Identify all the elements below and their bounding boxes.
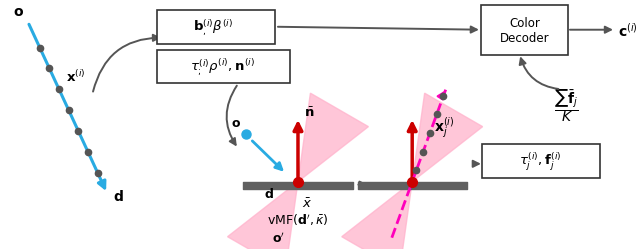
Text: $\tau^{(i)}_j, \mathbf{f}^{(i)}_j$: $\tau^{(i)}_j, \mathbf{f}^{(i)}_j$ bbox=[519, 150, 561, 172]
Text: $\mathbf{o}^{\prime}$: $\mathbf{o}^{\prime}$ bbox=[271, 230, 285, 245]
Text: $\mathbf{x}^{(i)}$: $\mathbf{x}^{(i)}$ bbox=[65, 69, 85, 85]
Text: $\mathbf{o}$: $\mathbf{o}$ bbox=[13, 5, 24, 19]
Text: $\mathrm{vMF}(\mathbf{d}^{\prime},\bar{\kappa})$: $\mathrm{vMF}(\mathbf{d}^{\prime},\bar{\… bbox=[267, 212, 329, 227]
Polygon shape bbox=[228, 182, 298, 250]
Polygon shape bbox=[412, 94, 483, 182]
Text: $\mathbf{d}$: $\mathbf{d}$ bbox=[264, 186, 274, 200]
Text: $\mathbf{o}$: $\mathbf{o}$ bbox=[232, 116, 241, 130]
FancyBboxPatch shape bbox=[481, 6, 568, 55]
Text: $\bar{\mathbf{n}}$: $\bar{\mathbf{n}}$ bbox=[304, 106, 314, 120]
Text: $\bar{x}$: $\bar{x}$ bbox=[302, 197, 312, 210]
Polygon shape bbox=[342, 182, 412, 250]
Text: $\dfrac{\sum \bar{\mathbf{f}}_j}{K}$: $\dfrac{\sum \bar{\mathbf{f}}_j}{K}$ bbox=[554, 86, 579, 123]
Text: $\tau^{(i)}_{;}\rho^{(i)},\mathbf{n}^{(i)}$: $\tau^{(i)}_{;}\rho^{(i)},\mathbf{n}^{(i… bbox=[190, 57, 255, 78]
Text: $\mathbf{b}^{(i)}_{,}\beta^{(i)}$: $\mathbf{b}^{(i)}_{,}\beta^{(i)}$ bbox=[193, 17, 234, 38]
Text: $\mathbf{x}^{(i)}_j$: $\mathbf{x}^{(i)}_j$ bbox=[434, 115, 454, 140]
Polygon shape bbox=[298, 94, 369, 182]
FancyBboxPatch shape bbox=[482, 144, 600, 178]
Text: $\mathbf{d}$: $\mathbf{d}$ bbox=[113, 188, 124, 203]
FancyBboxPatch shape bbox=[157, 11, 275, 44]
Text: $\mathbf{c}^{(i)}$: $\mathbf{c}^{(i)}$ bbox=[618, 22, 637, 40]
FancyBboxPatch shape bbox=[157, 50, 290, 84]
Text: Color
Decoder: Color Decoder bbox=[500, 17, 549, 44]
